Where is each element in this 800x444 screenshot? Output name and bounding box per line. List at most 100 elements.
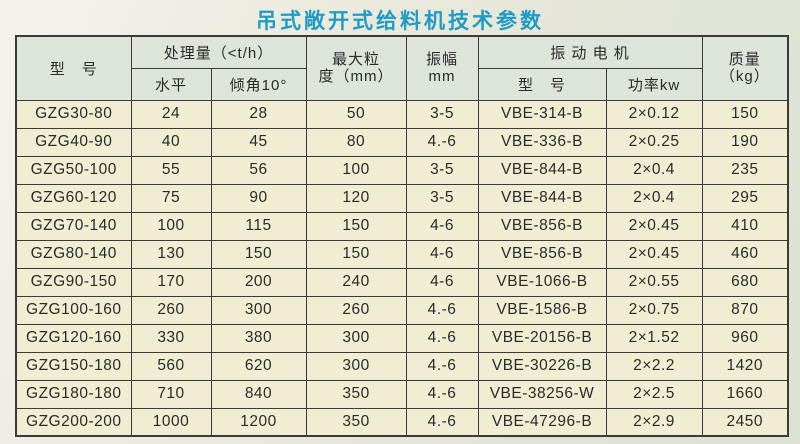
max-size-cell: 240	[305, 267, 407, 297]
capacity-incline-cell: 56	[210, 155, 307, 185]
capacity-horizontal-cell: 560	[130, 351, 212, 381]
mass-cell: 190	[701, 127, 789, 157]
capacity-incline-cell: 150	[210, 239, 307, 269]
header-max-size-line2: 度（mm）	[318, 68, 394, 86]
amplitude-cell: 4.-6	[405, 407, 479, 437]
max-size-cell: 260	[305, 295, 407, 325]
model-cell: GZG90-150	[15, 267, 132, 297]
table-row: GZG60-120 75 90 120 3-5 VBE-844-B 2×0.4 295	[15, 183, 789, 213]
header-capacity-incline: 倾角10°	[210, 67, 307, 101]
mass-cell: 235	[701, 155, 789, 185]
amplitude-cell: 4-6	[405, 267, 479, 297]
header-motor-group: 振 动 电 机	[477, 35, 703, 69]
motor-power-cell: 2×2.5	[605, 379, 703, 409]
motor-model-cell: VBE-856-B	[477, 239, 607, 269]
motor-model-cell: VBE-38256-W	[477, 379, 607, 409]
amplitude-cell: 4.-6	[405, 323, 479, 353]
motor-power-cell: 2×0.45	[605, 211, 703, 241]
capacity-incline-cell: 840	[210, 379, 307, 409]
motor-model-cell: VBE-844-B	[477, 183, 607, 213]
motor-model-cell: VBE-844-B	[477, 155, 607, 185]
mass-cell: 680	[701, 267, 789, 297]
table-header: 型 号 处理量（<t/h） 最大粒 度（mm） 振幅 mm 振 动 电 机 质量…	[15, 35, 789, 101]
mass-cell: 295	[701, 183, 789, 213]
header-row-sub: 水平 倾角10° 型 号 功率kw	[16, 67, 788, 101]
capacity-incline-cell: 45	[210, 127, 307, 157]
capacity-horizontal-cell: 55	[130, 155, 212, 185]
motor-power-cell: 2×2.9	[605, 407, 703, 437]
model-cell: GZG180-180	[15, 379, 132, 409]
motor-model-cell: VBE-314-B	[477, 99, 607, 129]
capacity-incline-cell: 28	[210, 99, 307, 129]
motor-power-cell: 2×2.2	[605, 351, 703, 381]
mass-cell: 2450	[701, 407, 789, 437]
header-motor-power: 功率kw	[605, 67, 703, 101]
capacity-incline-cell: 1200	[210, 407, 307, 437]
model-cell: GZG60-120	[15, 183, 132, 213]
capacity-incline-cell: 90	[210, 183, 307, 213]
motor-model-cell: VBE-336-B	[477, 127, 607, 157]
max-size-cell: 100	[305, 155, 407, 185]
motor-power-cell: 2×0.45	[605, 239, 703, 269]
model-cell: GZG70-140	[15, 211, 132, 241]
capacity-horizontal-cell: 75	[130, 183, 212, 213]
mass-cell: 960	[701, 323, 789, 353]
capacity-horizontal-cell: 130	[130, 239, 212, 269]
max-size-cell: 120	[305, 183, 407, 213]
spec-table: 型 号 处理量（<t/h） 最大粒 度（mm） 振幅 mm 振 动 电 机 质量…	[15, 35, 790, 437]
table-row: GZG150-180 560 620 300 4.-6 VBE-30226-B 2×2.2 1…	[15, 351, 789, 381]
header-mass: 质量 （kg）	[701, 35, 789, 101]
model-cell: GZG30-80	[15, 99, 132, 129]
header-max-size: 最大粒 度（mm）	[305, 35, 407, 101]
header-max-size-line1: 最大粒	[332, 51, 381, 68]
page-title: 吊式敞开式给料机技术参数	[256, 10, 544, 33]
capacity-horizontal-cell: 710	[130, 379, 212, 409]
max-size-cell: 80	[305, 127, 407, 157]
capacity-incline-cell: 200	[210, 267, 307, 297]
motor-power-cell: 2×0.4	[605, 183, 703, 213]
motor-power-cell: 2×0.75	[605, 295, 703, 325]
mass-cell: 410	[701, 211, 789, 241]
capacity-horizontal-cell: 330	[130, 323, 212, 353]
amplitude-cell: 4.-6	[405, 379, 479, 409]
model-cell: GZG150-180	[15, 351, 132, 381]
amplitude-cell: 3-5	[405, 183, 479, 213]
table-row: GZG180-180 710 840 350 4.-6 VBE-38256-W 2×2.5 1…	[15, 379, 789, 409]
motor-power-cell: 2×0.55	[605, 267, 703, 297]
capacity-horizontal-cell: 1000	[130, 407, 212, 437]
max-size-cell: 350	[305, 379, 407, 409]
capacity-incline-cell: 620	[210, 351, 307, 381]
max-size-cell: 150	[305, 211, 407, 241]
model-cell: GZG100-160	[15, 295, 132, 325]
motor-model-cell: VBE-1586-B	[477, 295, 607, 325]
amplitude-cell: 4-6	[405, 239, 479, 269]
amplitude-cell: 3-5	[405, 99, 479, 129]
motor-model-cell: VBE-47296-B	[477, 407, 607, 437]
max-size-cell: 300	[305, 351, 407, 381]
table-body: GZG30-80 24 28 50 3-5 VBE-314-B 2×0.12 150 GZG40…	[15, 99, 789, 437]
header-amplitude-line2: mm	[428, 68, 456, 86]
table-row: GZG120-160 330 380 300 4.-6 VBE-20156-B 2×1.52…	[15, 323, 789, 353]
motor-model-cell: VBE-20156-B	[477, 323, 607, 353]
amplitude-cell: 4-6	[405, 211, 479, 241]
amplitude-cell: 4.-6	[405, 127, 479, 157]
motor-model-cell: VBE-30226-B	[477, 351, 607, 381]
header-amplitude: 振幅 mm	[405, 35, 479, 101]
mass-cell: 1420	[701, 351, 789, 381]
capacity-incline-cell: 300	[210, 295, 307, 325]
header-capacity-horizontal: 水平	[130, 67, 212, 101]
table-row: GZG70-140 100 115 150 4-6 VBE-856-B 2×0.45 410	[15, 211, 789, 241]
mass-cell: 150	[701, 99, 789, 129]
motor-model-cell: VBE-1066-B	[477, 267, 607, 297]
max-size-cell: 50	[305, 99, 407, 129]
mass-cell: 870	[701, 295, 789, 325]
header-amplitude-line1: 振幅	[426, 51, 459, 68]
capacity-incline-cell: 115	[210, 211, 307, 241]
table-row: GZG40-90 40 45 80 4.-6 VBE-336-B 2×0.25 190	[15, 127, 789, 157]
model-cell: GZG200-200	[15, 407, 132, 437]
amplitude-cell: 3-5	[405, 155, 479, 185]
motor-power-cell: 2×1.52	[605, 323, 703, 353]
capacity-horizontal-cell: 40	[130, 127, 212, 157]
model-cell: GZG50-100	[15, 155, 132, 185]
table-row: GZG30-80 24 28 50 3-5 VBE-314-B 2×0.12 150	[15, 99, 789, 129]
